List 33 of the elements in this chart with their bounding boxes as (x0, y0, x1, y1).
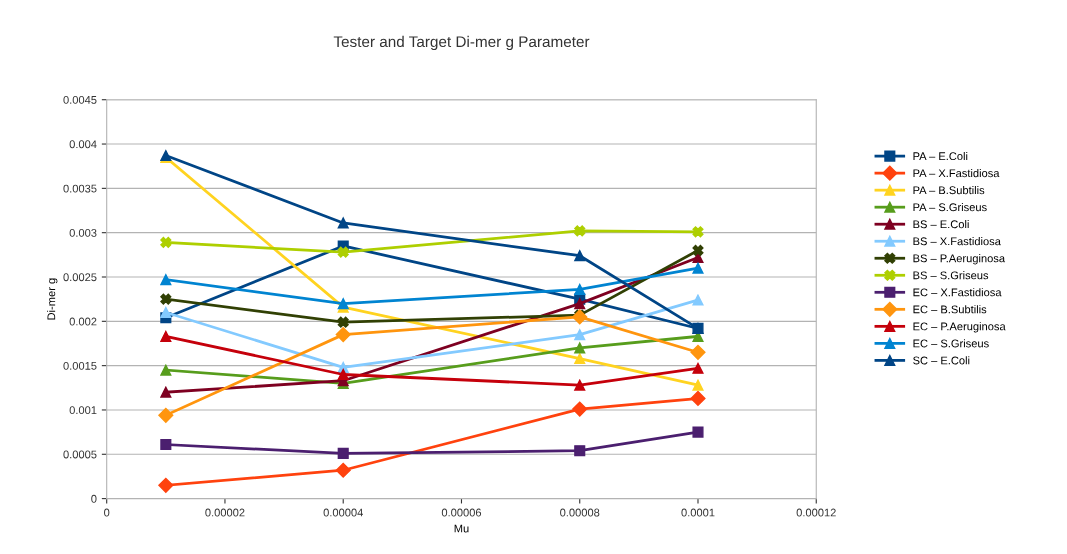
legend-label: PA – S.Griseus (913, 203, 987, 212)
x-tick-label: 0.0001 (681, 508, 715, 517)
y-tick-label: 0.003 (69, 228, 97, 237)
legend-label: PA – B.Subtilis (913, 186, 985, 195)
y-tick-label: 0.002 (69, 317, 97, 326)
y-tick-label: 0.0005 (63, 450, 97, 459)
x-tick-label: 0.00006 (441, 508, 482, 517)
legend-label: EC – X.Fastidiosa (913, 288, 1002, 297)
y-tick-label: 0.001 (69, 406, 97, 415)
legend-label: EC – S.Griseus (913, 339, 989, 348)
legend-label: EC – P.Aeruginosa (913, 322, 1006, 333)
chart-title: Tester and Target Di-mer g Parameter (333, 35, 590, 51)
x-tick-label: 0 (104, 508, 110, 517)
x-tick-label: 0.00008 (560, 508, 600, 517)
x-tick-label: 0.00004 (323, 508, 363, 517)
x-axis-title: Mu (454, 524, 469, 533)
legend-label: BS – P.Aeruginosa (913, 254, 1006, 265)
y-tick-label: 0.004 (69, 140, 97, 149)
x-tick-label: 0.00002 (205, 508, 245, 517)
y-axis-title: Di-mer g (47, 278, 58, 320)
legend-label: PA – E.Coli (913, 151, 968, 161)
y-tick-label: 0.0035 (63, 184, 97, 193)
y-tick-label: 0.0025 (63, 273, 97, 282)
x-tick-label: 0.00012 (796, 508, 836, 517)
y-tick-label: 0 (91, 494, 97, 503)
y-tick-label: 0.0045 (63, 95, 97, 104)
y-tick-label: 0.0015 (63, 361, 97, 370)
legend-label: BS – S.Griseus (913, 271, 989, 280)
legend-label: PA – X.Fastidiosa (913, 168, 1000, 178)
legend-label: BS – X.Fastidiosa (913, 237, 1001, 246)
legend-label: BS – E.Coli (913, 220, 969, 229)
legend-label: SC – E.Coli (913, 356, 970, 365)
legend-label: EC – B.Subtilis (913, 305, 987, 314)
